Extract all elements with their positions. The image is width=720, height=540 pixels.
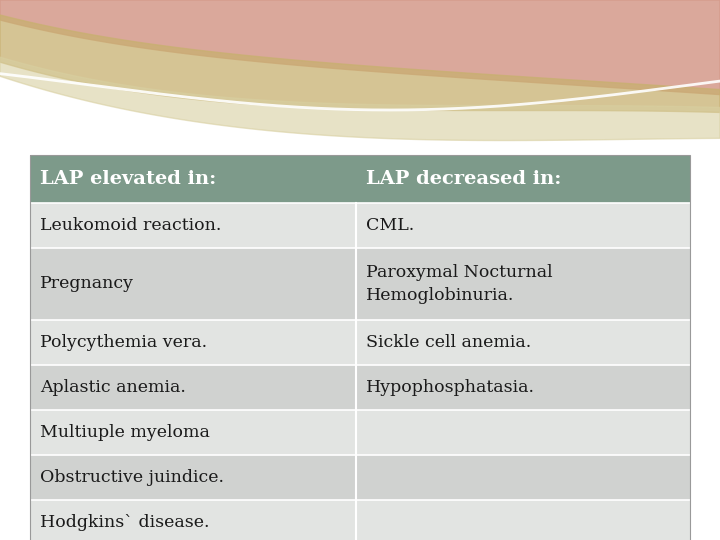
Bar xyxy=(30,155,690,203)
Text: LAP elevated in:: LAP elevated in: xyxy=(40,170,216,188)
Text: Hodgkins` disease.: Hodgkins` disease. xyxy=(40,514,210,531)
Text: Hypophosphatasia.: Hypophosphatasia. xyxy=(366,379,535,396)
Bar xyxy=(30,455,690,500)
Text: Leukomoid reaction.: Leukomoid reaction. xyxy=(40,217,221,234)
Text: Paroxymal Nocturnal
Hemoglobinuria.: Paroxymal Nocturnal Hemoglobinuria. xyxy=(366,265,553,303)
Bar xyxy=(30,365,690,410)
Text: Sickle cell anemia.: Sickle cell anemia. xyxy=(366,334,531,351)
Text: LAP decreased in:: LAP decreased in: xyxy=(366,170,562,188)
Bar xyxy=(30,500,690,540)
Bar xyxy=(30,203,690,248)
Text: Pregnancy: Pregnancy xyxy=(40,275,134,293)
Text: Obstructive juindice.: Obstructive juindice. xyxy=(40,469,224,486)
Text: Polycythemia vera.: Polycythemia vera. xyxy=(40,334,207,351)
Text: CML.: CML. xyxy=(366,217,414,234)
Text: Multiuple myeloma: Multiuple myeloma xyxy=(40,424,210,441)
Bar xyxy=(30,155,690,540)
Bar xyxy=(30,320,690,365)
Text: Aplastic anemia.: Aplastic anemia. xyxy=(40,379,186,396)
Bar xyxy=(30,410,690,455)
Bar xyxy=(30,248,690,320)
